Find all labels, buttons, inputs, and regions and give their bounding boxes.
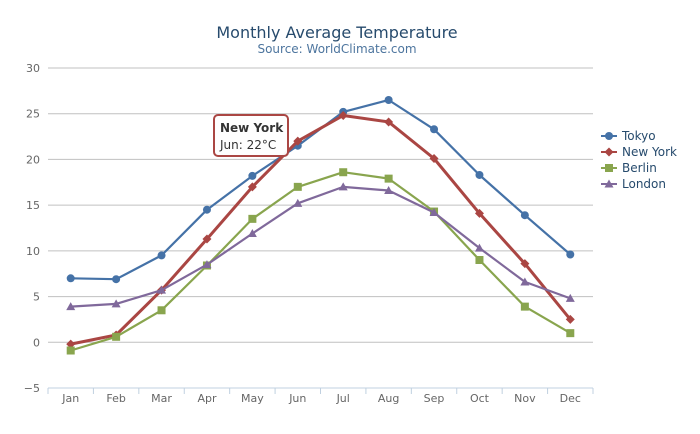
y-axis: −5 0 5 10 15 20 25 30 xyxy=(24,62,40,395)
series-group xyxy=(66,96,575,355)
tooltip-title: New York xyxy=(220,121,284,135)
legend-marker xyxy=(605,132,613,140)
y-tick-label: 30 xyxy=(26,62,40,75)
legend-item-london[interactable]: London xyxy=(601,177,666,191)
legend-marker xyxy=(604,147,614,157)
x-tick-label: Mar xyxy=(151,392,172,405)
data-point-london xyxy=(202,260,212,269)
legend-item-new-york[interactable]: New York xyxy=(601,145,677,159)
legend-label: London xyxy=(622,177,666,191)
tooltip-box xyxy=(213,114,289,157)
y-tick-label: 0 xyxy=(33,336,40,349)
data-point-london xyxy=(565,293,575,302)
tooltip-text: Jun: 22°C xyxy=(219,138,276,152)
data-point-london xyxy=(157,285,167,294)
x-tick-label: May xyxy=(241,392,264,405)
data-point-new-york xyxy=(293,136,303,146)
data-point-tokyo xyxy=(112,275,121,284)
x-tick-label: Jan xyxy=(61,392,79,405)
data-point-london xyxy=(520,277,530,286)
legend-item-berlin[interactable]: Berlin xyxy=(601,161,657,175)
x-tick-label: Jul xyxy=(336,392,350,405)
tooltip: New York Jun: 22°C xyxy=(213,114,289,157)
series-london xyxy=(66,182,575,311)
data-point-berlin xyxy=(293,182,302,191)
y-tick-label: −5 xyxy=(24,382,40,395)
x-tick-label: Aug xyxy=(378,392,399,405)
legend-label: New York xyxy=(622,145,677,159)
data-point-london xyxy=(429,207,439,216)
data-point-tokyo xyxy=(157,251,166,260)
grid-lines xyxy=(48,67,593,389)
data-point-berlin xyxy=(384,174,393,183)
data-point-tokyo xyxy=(430,125,439,134)
y-tick-label: 20 xyxy=(26,153,40,166)
x-tick-label: Sep xyxy=(424,392,445,405)
chart-subtitle: Source: WorldClimate.com xyxy=(257,42,416,56)
x-tick-label: Feb xyxy=(106,392,125,405)
data-point-new-york xyxy=(202,234,212,244)
data-point-berlin xyxy=(248,214,257,223)
legend[interactable]: Tokyo New York Berlin London xyxy=(601,129,677,191)
data-point-london xyxy=(338,182,348,191)
data-point-tokyo xyxy=(566,250,575,259)
data-point-new-york xyxy=(474,208,484,218)
legend-marker xyxy=(604,179,614,188)
chart-title: Monthly Average Temperature xyxy=(216,23,457,42)
series-tokyo xyxy=(66,96,575,284)
data-point-berlin xyxy=(520,302,529,311)
x-tick-label: Dec xyxy=(560,392,581,405)
data-point-london xyxy=(474,243,484,252)
data-point-berlin xyxy=(475,256,484,264)
data-point-new-york xyxy=(565,314,575,324)
x-tick-label: Jun xyxy=(288,392,306,405)
data-point-london xyxy=(293,198,303,207)
data-point-new-york xyxy=(66,339,76,349)
series-berlin xyxy=(66,168,575,355)
y-tick-label: 15 xyxy=(26,199,40,212)
data-point-tokyo xyxy=(384,96,393,104)
series-new-york xyxy=(66,111,575,349)
data-point-tokyo xyxy=(520,211,529,220)
series-line-berlin xyxy=(70,171,571,352)
data-point-berlin xyxy=(157,306,166,315)
x-tick-label: Nov xyxy=(514,392,536,405)
data-point-new-york xyxy=(520,259,530,269)
series-line-london xyxy=(70,185,571,308)
y-tick-label: 25 xyxy=(26,108,40,121)
series-line-new-york xyxy=(70,114,572,346)
x-tick-label: Oct xyxy=(470,392,490,405)
y-tick-label: 10 xyxy=(26,245,40,258)
data-point-new-york xyxy=(429,154,439,164)
legend-label: Tokyo xyxy=(621,129,656,143)
data-point-berlin xyxy=(339,168,348,177)
legend-marker xyxy=(605,164,613,172)
data-point-tokyo xyxy=(202,205,211,214)
x-tick-label: Apr xyxy=(197,392,217,405)
data-point-berlin xyxy=(66,346,75,355)
data-point-tokyo xyxy=(66,274,75,283)
data-point-london xyxy=(247,228,257,237)
y-tick-label: 5 xyxy=(33,291,40,304)
data-point-berlin xyxy=(112,332,121,341)
data-point-london xyxy=(111,299,121,308)
data-point-berlin xyxy=(566,329,575,338)
legend-item-tokyo[interactable]: Tokyo xyxy=(601,129,656,143)
legend-label: Berlin xyxy=(622,161,657,175)
data-point-new-york xyxy=(384,117,394,127)
data-point-tokyo xyxy=(475,170,484,179)
data-point-new-york xyxy=(338,111,348,121)
data-point-london xyxy=(66,302,76,311)
data-point-tokyo xyxy=(248,171,257,180)
data-point-london xyxy=(384,186,394,195)
data-point-new-york xyxy=(247,182,257,192)
x-axis: Jan Feb Mar Apr May Jun Jul Aug Sep Oct Nov Dec xyxy=(47,387,594,405)
